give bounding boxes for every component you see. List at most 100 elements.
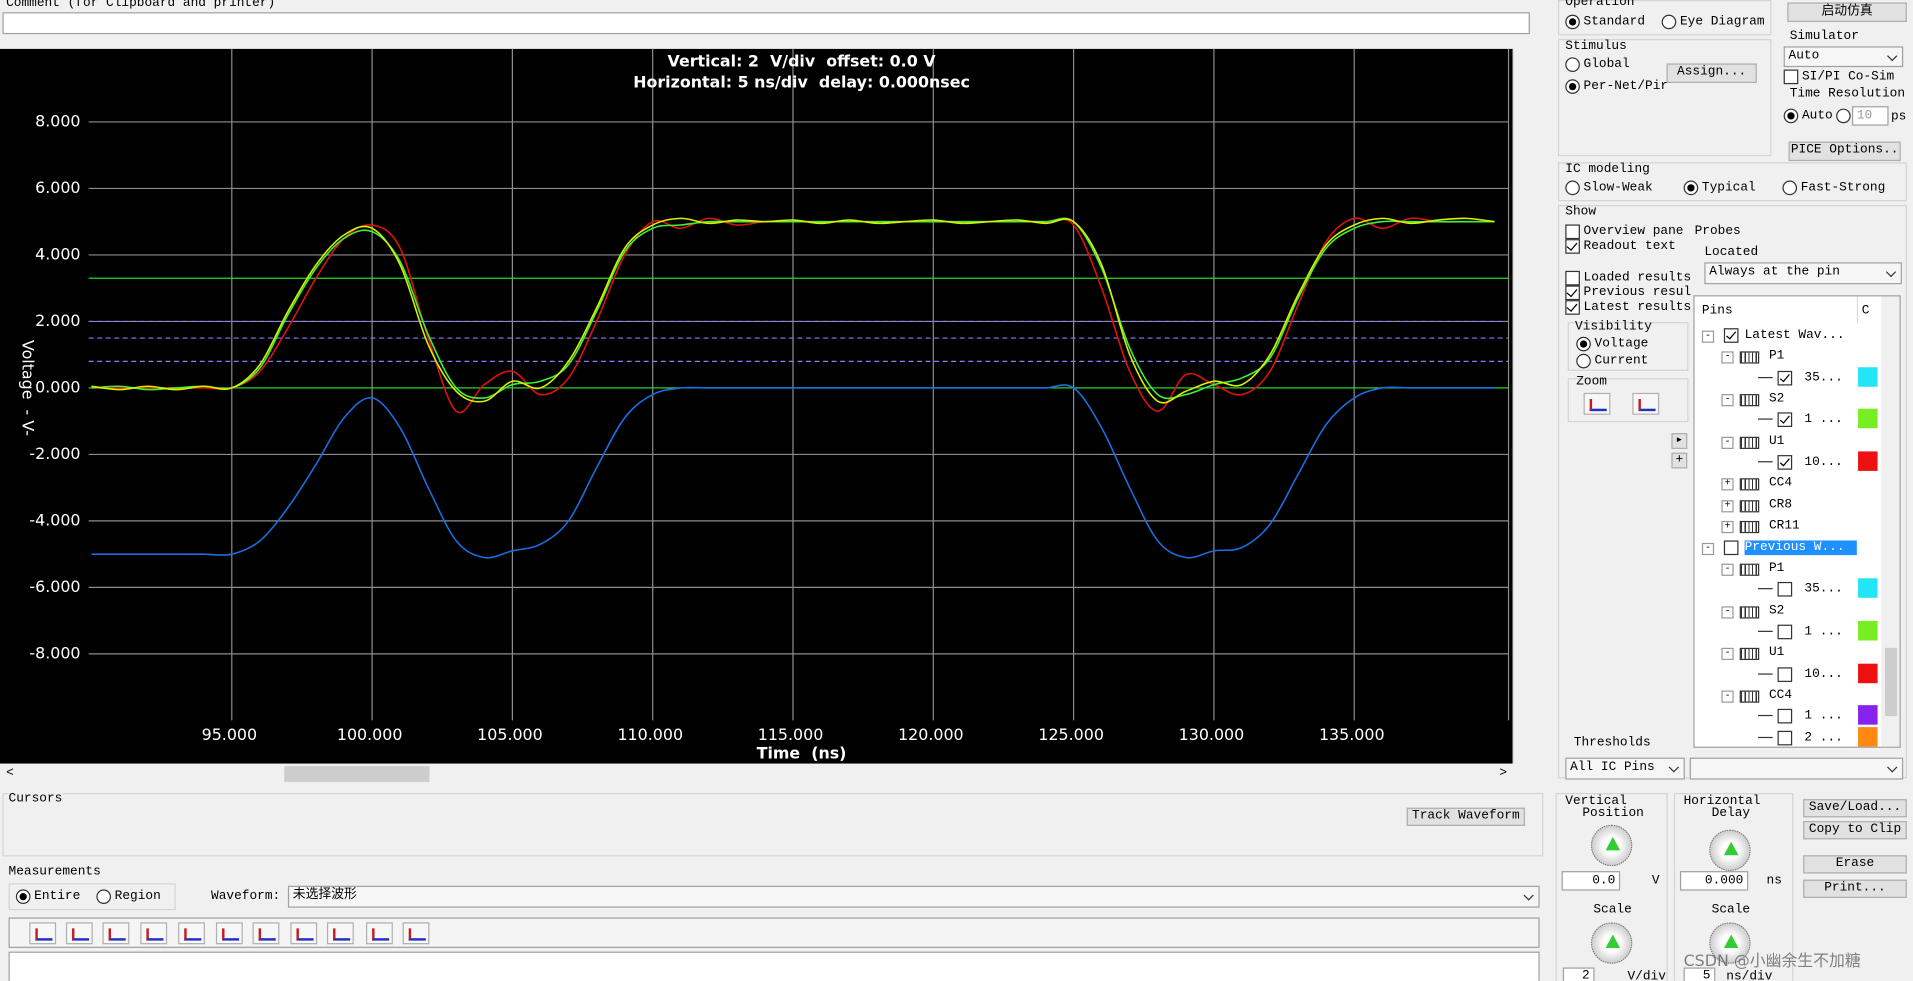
waveform-select[interactable]: 未选择波形 <box>287 885 1540 908</box>
vertical-scale-knob[interactable] <box>1590 922 1633 964</box>
tree-row-label[interactable]: 35... <box>1804 370 1843 386</box>
run-simulation-button[interactable]: 启动仿真 <box>1787 2 1907 22</box>
tree-row-label[interactable]: S2 <box>1769 391 1785 407</box>
tree-checkbox[interactable] <box>1777 709 1793 724</box>
measure-tool[interactable] <box>215 922 243 945</box>
tree-row-label[interactable]: 1 ... <box>1804 709 1843 724</box>
tree-expander[interactable]: - <box>1721 648 1734 661</box>
tree-checkbox[interactable] <box>1723 539 1739 555</box>
tree-expander[interactable]: - <box>1701 330 1715 343</box>
horizontal-scale-input[interactable]: 5 <box>1683 967 1716 981</box>
zoom-in-button[interactable] <box>1583 392 1611 415</box>
zoom-fit-button[interactable] <box>1632 392 1660 415</box>
region-radio[interactable]: Region <box>96 889 161 905</box>
measure-tool[interactable] <box>252 922 280 945</box>
measure-tool[interactable] <box>290 922 318 945</box>
loaded-results-checkbox[interactable]: Loaded results <box>1565 270 1691 286</box>
tree-expander[interactable]: - <box>1721 436 1734 449</box>
tree-expander[interactable]: + <box>1721 521 1734 534</box>
tree-checkbox[interactable] <box>1777 582 1793 597</box>
tree-checkbox[interactable] <box>1777 624 1793 640</box>
tree-row-label[interactable]: S2 <box>1769 603 1785 618</box>
measure-tool[interactable] <box>178 922 205 945</box>
thresholds-select[interactable]: All IC Pins <box>1565 757 1685 780</box>
standard-radio[interactable]: Standard <box>1565 14 1645 30</box>
tree-row-label[interactable]: 10... <box>1804 666 1843 682</box>
tree-row-label[interactable]: 1 ... <box>1804 624 1843 640</box>
h-scrollbar[interactable]: < > <box>0 763 1534 785</box>
tree-checkbox[interactable] <box>1777 666 1793 682</box>
per-net-radio[interactable]: Per-Net/Pir <box>1565 79 1668 94</box>
vertical-position-knob[interactable] <box>1590 824 1633 867</box>
slow-weak-radio[interactable]: Slow-Weak <box>1565 180 1653 196</box>
entire-radio[interactable]: Entire <box>15 889 80 905</box>
tree-expander[interactable]: - <box>1721 563 1734 576</box>
readout-checkbox[interactable]: Readout text <box>1565 239 1676 254</box>
v-scrollbar[interactable] <box>1512 48 1535 764</box>
located-select[interactable]: Always at the pin <box>1704 262 1902 285</box>
tree-expander[interactable]: - <box>1721 690 1734 703</box>
current-radio[interactable]: Current <box>1576 353 1648 369</box>
tree-checkbox[interactable] <box>1723 328 1739 343</box>
tree-checkbox[interactable] <box>1777 370 1793 386</box>
horizontal-scale-knob[interactable] <box>1709 922 1751 964</box>
tree-expander[interactable]: - <box>1721 605 1734 618</box>
threshold-value-select[interactable] <box>1689 757 1904 780</box>
tree-row-label[interactable]: P1 <box>1769 561 1785 576</box>
add-button[interactable]: + <box>1671 452 1688 469</box>
erase-button[interactable]: Erase <box>1803 855 1907 874</box>
measure-tool[interactable] <box>65 922 93 945</box>
vertical-position-input[interactable]: 0.0 <box>1561 871 1621 891</box>
tree-scroll-thumb[interactable] <box>1884 647 1898 717</box>
eye-diagram-radio[interactable]: Eye Diagram <box>1661 14 1765 30</box>
measure-tool[interactable] <box>326 922 354 945</box>
comment-input[interactable] <box>2 12 1530 35</box>
scroll-left[interactable]: < <box>6 766 14 781</box>
tree-row-label[interactable]: CC4 <box>1769 476 1793 491</box>
scroll-right[interactable]: > <box>1499 766 1508 781</box>
tree-scrollbar[interactable] <box>1881 296 1900 747</box>
fast-strong-radio[interactable]: Fast-Strong <box>1782 180 1885 196</box>
previous-results-checkbox[interactable]: Previous resul <box>1565 285 1691 301</box>
assign-button[interactable]: Assign... <box>1666 63 1757 83</box>
tree-expander[interactable]: - <box>1701 542 1715 555</box>
scroll-thumb[interactable] <box>284 766 430 783</box>
tree-expander[interactable]: + <box>1721 499 1734 513</box>
tree-expander[interactable]: - <box>1721 351 1734 364</box>
tree-row-label[interactable]: 2 ... <box>1804 730 1843 745</box>
tree-row-label[interactable]: Previous W... <box>1744 539 1857 555</box>
tree-row-label[interactable]: CR8 <box>1769 497 1793 513</box>
tree-row-label[interactable]: P1 <box>1769 349 1785 364</box>
pice-options-button[interactable]: PICE Options.. <box>1788 141 1901 162</box>
tree-row-label[interactable]: U1 <box>1769 645 1785 661</box>
overview-checkbox[interactable]: Overview pane <box>1565 224 1684 240</box>
tree-row-label[interactable]: 10... <box>1804 455 1843 470</box>
tree-row-label[interactable]: CC4 <box>1769 688 1793 703</box>
horizontal-delay-knob[interactable] <box>1709 829 1751 872</box>
voltage-radio[interactable]: Voltage <box>1576 336 1648 352</box>
auto-radio[interactable]: Auto <box>1783 108 1833 124</box>
copy-button[interactable]: Copy to Clip <box>1803 821 1907 840</box>
tree-checkbox[interactable] <box>1777 455 1793 470</box>
resolution-input[interactable]: 10 <box>1851 106 1889 126</box>
tree-checkbox[interactable] <box>1777 412 1793 428</box>
latest-results-checkbox[interactable]: Latest results <box>1565 300 1691 315</box>
expand-button[interactable]: ▸ <box>1671 433 1688 449</box>
tree-row-label[interactable]: 1 ... <box>1804 412 1843 428</box>
print-button[interactable]: Print... <box>1803 879 1907 898</box>
tree-row-label[interactable]: U1 <box>1769 434 1785 449</box>
measure-tool[interactable] <box>29 922 57 945</box>
tree-row-label[interactable]: Latest Wav... <box>1744 328 1845 343</box>
measure-tool[interactable] <box>102 922 130 945</box>
co-sim-checkbox[interactable]: SI/PI Co-Sim <box>1783 69 1894 85</box>
global-radio[interactable]: Global <box>1565 57 1630 72</box>
tree-row-label[interactable]: CR11 <box>1769 518 1800 534</box>
measure-tool[interactable] <box>140 922 168 945</box>
horizontal-delay-input[interactable]: 0.000 <box>1679 871 1749 891</box>
tree-checkbox[interactable] <box>1777 730 1793 745</box>
tree-expander[interactable]: + <box>1721 478 1734 491</box>
typical-radio[interactable]: Typical <box>1683 180 1756 196</box>
measure-tool[interactable] <box>366 922 393 945</box>
track-waveform-button[interactable]: Track Waveform <box>1406 807 1525 826</box>
simulator-select[interactable]: Auto <box>1783 46 1904 68</box>
